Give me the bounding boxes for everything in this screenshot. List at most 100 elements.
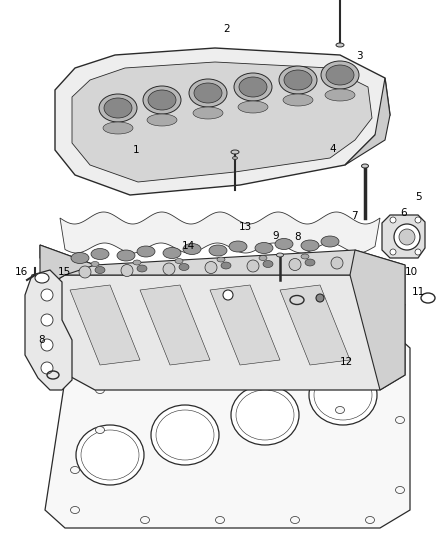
Ellipse shape [137, 265, 147, 272]
Polygon shape [350, 250, 405, 390]
Ellipse shape [336, 43, 344, 47]
Circle shape [390, 249, 396, 255]
Ellipse shape [147, 114, 177, 126]
Ellipse shape [309, 365, 377, 425]
Ellipse shape [365, 332, 374, 338]
Polygon shape [382, 215, 425, 258]
Ellipse shape [91, 262, 99, 266]
Ellipse shape [76, 425, 144, 485]
Ellipse shape [290, 516, 300, 523]
Ellipse shape [71, 367, 80, 374]
Ellipse shape [141, 342, 149, 349]
Polygon shape [45, 330, 410, 528]
Ellipse shape [336, 407, 345, 414]
Ellipse shape [279, 66, 317, 94]
Ellipse shape [239, 77, 267, 97]
Circle shape [163, 263, 175, 275]
Polygon shape [40, 245, 95, 290]
Ellipse shape [336, 367, 345, 374]
Text: 1: 1 [132, 146, 139, 155]
Ellipse shape [276, 253, 283, 257]
Ellipse shape [275, 238, 293, 249]
Circle shape [205, 262, 217, 273]
Polygon shape [70, 285, 140, 365]
Circle shape [41, 314, 53, 326]
Ellipse shape [365, 516, 374, 523]
Text: 5: 5 [415, 192, 422, 202]
Ellipse shape [151, 405, 219, 465]
Ellipse shape [325, 89, 355, 101]
Text: 2: 2 [223, 25, 230, 34]
Ellipse shape [163, 247, 181, 259]
Text: 8: 8 [294, 232, 301, 242]
Ellipse shape [233, 157, 237, 159]
Polygon shape [140, 285, 210, 365]
Polygon shape [345, 78, 390, 165]
Text: 3: 3 [356, 51, 363, 61]
Ellipse shape [71, 506, 80, 513]
Ellipse shape [91, 248, 109, 260]
Ellipse shape [396, 351, 405, 359]
Text: 10: 10 [405, 267, 418, 277]
Polygon shape [25, 270, 72, 390]
Circle shape [41, 339, 53, 351]
Polygon shape [40, 245, 405, 305]
Text: 9: 9 [272, 231, 279, 240]
Circle shape [415, 249, 421, 255]
Ellipse shape [231, 150, 239, 154]
Ellipse shape [217, 257, 225, 262]
Text: 14: 14 [182, 241, 195, 251]
Ellipse shape [284, 70, 312, 90]
Ellipse shape [283, 94, 313, 106]
Ellipse shape [215, 516, 225, 523]
Polygon shape [210, 285, 280, 365]
Ellipse shape [95, 266, 105, 273]
Text: 11: 11 [412, 287, 425, 296]
Text: 4: 4 [329, 144, 336, 154]
Circle shape [41, 362, 53, 374]
Ellipse shape [321, 236, 339, 247]
Circle shape [289, 259, 301, 271]
Ellipse shape [255, 243, 273, 254]
Ellipse shape [263, 261, 273, 268]
Circle shape [399, 229, 415, 245]
Ellipse shape [104, 98, 132, 118]
Ellipse shape [103, 122, 133, 134]
Ellipse shape [396, 416, 405, 424]
Ellipse shape [71, 253, 89, 263]
Circle shape [394, 224, 420, 250]
Circle shape [415, 217, 421, 223]
Polygon shape [72, 62, 372, 182]
Ellipse shape [326, 65, 354, 85]
Text: 16: 16 [15, 267, 28, 277]
Ellipse shape [193, 107, 223, 119]
Ellipse shape [209, 245, 227, 256]
Polygon shape [55, 48, 390, 195]
Circle shape [316, 294, 324, 302]
Ellipse shape [234, 73, 272, 101]
Ellipse shape [148, 90, 176, 110]
Ellipse shape [71, 466, 80, 473]
Circle shape [247, 260, 259, 272]
Ellipse shape [35, 273, 49, 283]
Text: 6: 6 [400, 208, 407, 218]
Circle shape [223, 290, 233, 300]
Ellipse shape [175, 259, 183, 263]
Ellipse shape [215, 332, 225, 338]
Polygon shape [60, 212, 380, 253]
Text: 15: 15 [58, 267, 71, 277]
Ellipse shape [141, 516, 149, 523]
Ellipse shape [143, 86, 181, 114]
Ellipse shape [361, 164, 368, 168]
Ellipse shape [290, 327, 300, 334]
Circle shape [331, 257, 343, 269]
Ellipse shape [259, 255, 267, 261]
Ellipse shape [305, 259, 315, 266]
Ellipse shape [194, 83, 222, 103]
Text: 13: 13 [239, 222, 252, 231]
Ellipse shape [117, 250, 135, 261]
Ellipse shape [179, 263, 189, 271]
Ellipse shape [95, 426, 105, 433]
Text: 12: 12 [339, 358, 353, 367]
Ellipse shape [189, 79, 227, 107]
